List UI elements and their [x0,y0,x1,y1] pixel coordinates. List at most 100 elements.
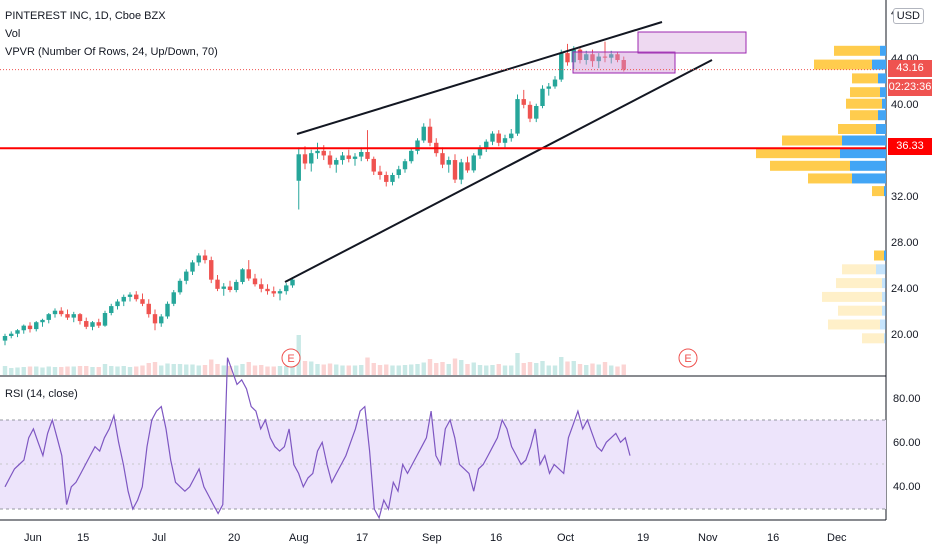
vpvr-down-bar [838,305,882,316]
volume-bars [2,335,626,375]
candle-body [65,314,70,318]
volume-bar [540,361,545,375]
candle-body [502,138,508,143]
candle-body [340,155,345,161]
candle-body [402,161,408,170]
volume-bar [184,364,189,375]
vpvr-up-bar [882,291,886,302]
time-tick-label: Aug [289,532,309,544]
volume-bar [284,366,289,375]
candle-body [202,255,208,261]
candle-body [321,150,326,156]
vpvr-legend[interactable]: VPVR (Number Of Rows, 24, Up/Down, 70) [5,46,218,58]
volume-bar [340,365,345,375]
earnings-marker-2[interactable]: E [678,348,698,368]
price-tick-label: 20.00 [891,329,919,341]
vpvr-up-bar [876,124,886,134]
rsi-tick-label: 40.00 [893,481,921,493]
volume-bar [227,366,233,375]
candle-body [515,99,520,134]
volume-bar [171,364,176,375]
candle-body [521,99,526,105]
candle-body [277,291,283,294]
vpvr-down-bar [782,135,842,146]
volume-bar [415,364,420,375]
volume-bar [546,365,551,375]
vpvr-down-bar [808,173,852,184]
volume-bar [234,365,239,375]
volume-bar [84,366,89,375]
volume-bar [302,361,308,375]
vpvr-down-bar [770,160,850,171]
volume-bar [190,364,195,375]
candle-body [90,322,95,327]
volume-bar [440,362,445,375]
volume-bar [571,361,576,375]
candle-body [134,294,139,300]
last-price-tag: 43.16 [888,60,932,77]
price-tick-label: 24.00 [891,283,919,295]
vpvr-down-bar [862,333,884,344]
volume-bar [259,365,264,375]
range-box-lower[interactable] [572,51,676,74]
volume-bar [352,365,358,375]
volume-bar [102,364,108,375]
vpvr-down-bar [834,45,880,56]
candle-body [396,169,401,175]
candle-body [477,147,483,156]
candle-body [621,60,626,70]
candle-body [334,160,339,165]
vpvr-down-bar [850,87,880,98]
candle-body [602,56,608,58]
range-box-upper[interactable] [637,31,747,54]
candle-body [484,141,489,148]
volume-bar [90,367,95,375]
earnings-marker-1[interactable]: E [281,348,301,368]
candle-body [609,54,614,58]
currency-badge[interactable]: USD [892,8,924,24]
candle-body [127,294,133,297]
candle-body [452,160,458,180]
candle-body [40,319,45,323]
candle-body [384,175,389,182]
volume-bar [71,366,76,375]
candle-body [2,336,8,341]
volume-bar [127,367,133,375]
vpvr-up-bar [840,148,886,159]
vpvr-up-bar [850,160,886,171]
volume-bar [471,362,476,375]
time-tick-label: Oct [557,532,574,544]
volume-bar [246,362,251,375]
candle-body [496,133,501,143]
vpvr-up-bar [884,186,886,197]
candle-body [259,284,264,289]
vpvr-down-bar [846,98,882,109]
candle-body [471,155,476,171]
volume-bar [584,365,589,375]
volume-bar [577,364,583,375]
vpvr-down-bar [756,148,840,159]
volume-bar [334,364,339,375]
volume-bar [221,365,226,375]
chart-title[interactable]: PINTEREST INC, 1D, Cboe BZX [5,10,166,22]
volume-bar [34,366,39,375]
volume-bar [384,364,389,375]
candle-body [577,49,583,60]
volume-bar [596,364,601,375]
vpvr-up-bar [884,250,886,261]
volume-bar [459,360,464,375]
candle-body [184,271,189,281]
wedge-upper-trendline[interactable] [296,21,663,135]
candle-body [140,299,145,304]
candle-body [509,133,514,139]
candle-body [209,260,214,280]
volume-legend[interactable]: Vol [5,28,21,40]
candle-body [21,325,26,331]
volume-bar [240,364,245,375]
volume-bar [27,366,33,375]
candle-body [177,280,183,293]
volume-bar [434,363,439,375]
wedge-lower-trendline[interactable] [284,59,713,283]
rsi-legend[interactable]: RSI (14, close) [5,388,78,400]
